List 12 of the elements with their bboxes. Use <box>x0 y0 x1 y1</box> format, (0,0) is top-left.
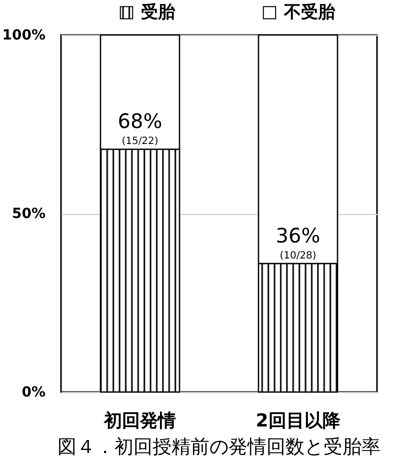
data-label: 68% <box>118 109 162 134</box>
annotation: (15/22) <box>122 136 158 148</box>
y-tick-label: 50% <box>12 206 46 222</box>
legend-label: 不受胎 <box>283 2 336 23</box>
data-label: 36% <box>276 223 320 248</box>
x-tick-label: 初回発情 <box>103 410 176 432</box>
y-tick-label: 100% <box>2 28 46 44</box>
caption: 図４．初回授精前の発情回数と受胎率 <box>58 436 380 458</box>
legend-label: 受胎 <box>141 2 176 23</box>
y-tick-label: 0% <box>22 384 46 400</box>
annotation: (10/28) <box>280 250 316 262</box>
x-tick-label: 2回目以降 <box>256 410 342 432</box>
